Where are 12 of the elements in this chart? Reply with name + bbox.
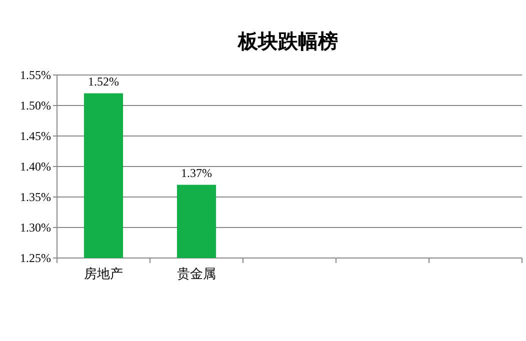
x-tick-label: 贵金属 (177, 266, 216, 281)
chart-title: 板块跌幅榜 (237, 30, 338, 53)
data-label: 1.52% (88, 74, 119, 88)
y-tick-label: 1.30% (20, 220, 51, 234)
y-tick-label: 1.55% (20, 68, 51, 82)
x-tick-label: 房地产 (84, 266, 123, 281)
y-tick-label: 1.50% (20, 98, 51, 112)
y-tick-label: 1.25% (20, 251, 51, 265)
y-tick-label: 1.45% (20, 129, 51, 143)
y-tick-label: 1.35% (20, 190, 51, 204)
data-label: 1.37% (181, 166, 212, 180)
y-tick-label: 1.40% (20, 160, 51, 174)
